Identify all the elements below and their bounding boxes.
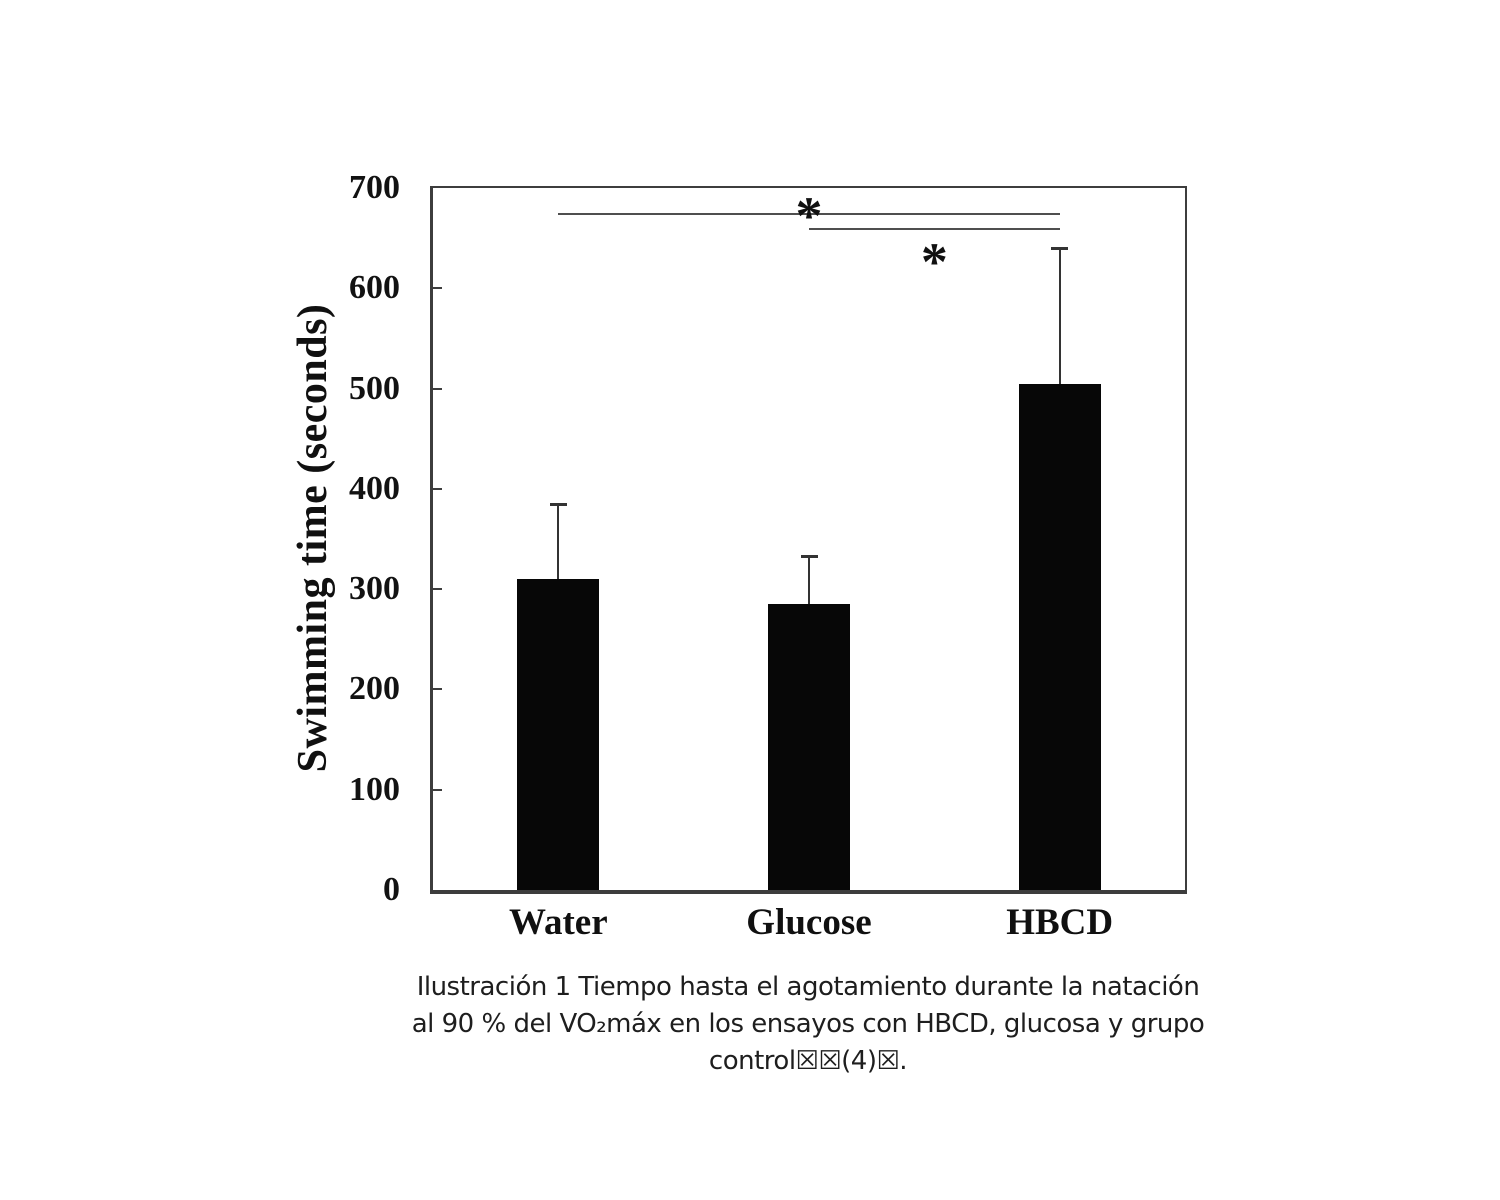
error-bar-glucose — [808, 556, 810, 605]
y-tick-label: 0 — [383, 871, 400, 908]
y-tick-mark — [433, 588, 442, 591]
error-bar-water — [557, 503, 560, 580]
significance-asterisk-1: * — [795, 186, 823, 247]
bar-glucose — [768, 604, 850, 890]
y-tick-label: 200 — [349, 670, 400, 708]
y-tick-label: 100 — [349, 770, 400, 808]
x-tick-label-hbcd: HBCD — [1006, 902, 1114, 943]
error-bar-hbcd — [1058, 248, 1061, 384]
error-bar-cap-water — [549, 502, 567, 506]
y-tick-mark — [433, 688, 442, 691]
y-tick-labels: 0 100 200 300 400 500 600 700 — [270, 171, 400, 907]
y-tick-label: 700 — [349, 169, 400, 206]
bar-water — [517, 579, 600, 890]
y-tick-mark — [433, 487, 442, 490]
y-tick-mark — [433, 788, 442, 791]
x-tick-label-water: Water — [509, 902, 608, 943]
figure-caption: Ilustración 1 Tiempo hasta el agotamient… — [308, 969, 1308, 1080]
y-tick-label: 400 — [349, 469, 400, 507]
y-tick-label: 300 — [349, 570, 400, 608]
error-bar-cap-hbcd — [1051, 247, 1069, 251]
caption-line: control☒☒(4)☒. — [708, 1046, 908, 1076]
plot-area: * * — [430, 186, 1187, 894]
significance-line-2 — [809, 228, 1060, 231]
y-tick-mark — [433, 287, 442, 290]
caption-line: Ilustración 1 Tiempo hasta el agotamient… — [416, 972, 1200, 1002]
y-tick-label: 600 — [349, 269, 400, 307]
bar-hbcd — [1018, 383, 1101, 890]
x-tick-labels: Water Glucose HBCD — [433, 901, 1185, 951]
y-tick-mark — [433, 387, 442, 390]
y-tick-label: 500 — [349, 369, 400, 407]
significance-line-1 — [558, 213, 1060, 216]
x-tick-label-glucose: Glucose — [746, 902, 872, 943]
caption-line: al 90 % del VO₂máx en los ensayos con HB… — [411, 1009, 1205, 1039]
error-bar-cap-glucose — [800, 555, 818, 559]
significance-asterisk-2: * — [920, 232, 948, 293]
